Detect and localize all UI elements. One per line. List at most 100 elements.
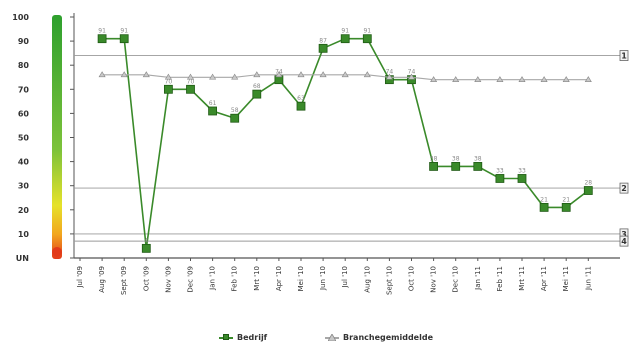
x-tick-label: Nov '10: [430, 266, 438, 293]
reference-badge: [619, 50, 629, 61]
data-point-branche: [319, 71, 327, 78]
reference-badge: [619, 235, 629, 247]
legend-item-bedrijf: Bedrijf: [219, 333, 267, 342]
data-point-branche: [253, 71, 261, 78]
x-tick-label: Oct '10: [408, 266, 416, 291]
data-label-bedrijf: 28: [584, 180, 592, 187]
data-point-bedrijf: [230, 113, 240, 123]
data-label-bedrijf: 38: [474, 155, 482, 162]
data-point-bedrijf: [362, 34, 372, 44]
data-label-bedrijf: 87: [319, 37, 327, 44]
data-point-bedrijf: [141, 243, 151, 253]
reference-label: 3: [621, 230, 627, 239]
color-scale-bottom-dot: [52, 247, 62, 257]
data-point-bedrijf: [318, 43, 328, 53]
data-point-branche: [275, 71, 283, 78]
reference-label: 4: [621, 237, 627, 246]
y-tick-label: 40: [18, 158, 30, 167]
data-label-bedrijf: 68: [253, 83, 261, 90]
data-label-bedrijf: 4: [144, 237, 148, 244]
data-point-branche: [209, 73, 217, 80]
data-point-branche: [142, 71, 150, 78]
x-tick-label: Jan '11: [474, 266, 482, 291]
data-label-bedrijf: 33: [496, 167, 504, 174]
x-tick-label: Sept '10: [385, 266, 393, 295]
y-tick-label: 20: [18, 206, 30, 215]
data-label-bedrijf: 74: [408, 69, 416, 76]
data-label-bedrijf: 58: [231, 107, 239, 114]
reference-label: 1: [621, 52, 627, 61]
x-tick-label: Apr '11: [540, 266, 548, 291]
data-label-bedrijf: 21: [562, 196, 570, 203]
x-tick-label: Mrt '11: [518, 266, 526, 291]
data-label-bedrijf: 70: [187, 78, 195, 85]
data-point-bedrijf: [252, 89, 262, 99]
data-point-branche: [231, 73, 239, 80]
y-tick-label: 30: [18, 182, 30, 191]
data-point-branche: [297, 71, 305, 78]
data-point-branche: [518, 76, 526, 82]
reference-badge: [619, 182, 629, 194]
color-scale-bar: [52, 15, 62, 259]
data-point-branche: [452, 76, 460, 82]
series-line-bedrijf: [102, 37, 589, 249]
x-tick-label: Jan '10: [209, 266, 217, 291]
data-point-branche: [407, 73, 416, 80]
data-point-bedrijf: [429, 162, 439, 171]
data-point-branche: [363, 71, 371, 78]
data-point-branche: [496, 76, 504, 82]
branche-swatch-icon: [325, 333, 339, 341]
y-tick-label: 80: [18, 61, 30, 70]
data-label-bedrijf: 38: [452, 155, 460, 162]
data-point-bedrijf: [451, 162, 461, 171]
data-point-bedrijf: [583, 186, 593, 195]
x-tick-label: Oct '09: [142, 266, 150, 291]
data-label-bedrijf: 91: [120, 28, 128, 35]
data-point-bedrijf: [186, 84, 195, 94]
x-tick-label: Mei '11: [562, 266, 570, 291]
legend-label-bedrijf: Bedrijf: [237, 333, 268, 342]
y-tick-label: 60: [18, 109, 30, 118]
data-point-bedrijf: [561, 202, 571, 212]
data-label-bedrijf: 33: [518, 167, 526, 174]
legend-label-branche: Branchegemiddelde: [343, 333, 434, 342]
legend: Bedrijf Branchegemiddelde: [0, 333, 631, 347]
y-tick-label: 10: [18, 230, 30, 239]
x-tick-label: Aug '10: [363, 266, 371, 293]
x-tick-label: Jul '10: [341, 266, 349, 289]
y-tick-label: 50: [18, 134, 30, 143]
data-label-bedrijf: 70: [165, 78, 173, 85]
x-tick-label: Feb '10: [231, 266, 239, 291]
data-point-branche: [474, 76, 482, 82]
data-label-bedrijf: 38: [430, 155, 438, 162]
x-tick-label: Mrt '10: [253, 266, 261, 291]
reference-label: 2: [621, 184, 627, 193]
data-point-branche: [186, 73, 195, 80]
data-point-bedrijf: [163, 84, 173, 94]
x-tick-label: Jun '11: [584, 266, 592, 291]
data-point-branche: [562, 76, 570, 82]
data-point-branche: [98, 71, 106, 78]
x-tick-label: Dec '10: [452, 266, 460, 293]
data-label-bedrijf: 91: [363, 28, 371, 35]
bedrijf-swatch-icon: [219, 333, 233, 340]
data-point-branche: [430, 76, 438, 82]
data-point-bedrijf: [340, 34, 350, 44]
y-tick-label: 90: [18, 37, 30, 46]
data-point-branche: [120, 71, 128, 78]
y-tick-label: 70: [18, 85, 30, 94]
data-point-bedrijf: [517, 174, 527, 183]
x-tick-label: Nov '09: [164, 266, 172, 293]
data-point-branche: [385, 73, 393, 80]
x-tick-label: Mei '10: [297, 266, 305, 291]
x-tick-label: Dec '09: [187, 266, 195, 293]
x-tick-label: Jun '10: [319, 266, 327, 291]
data-point-bedrijf: [119, 34, 129, 44]
x-tick-label: Aug '09: [98, 266, 106, 293]
data-point-branche: [164, 73, 172, 80]
data-point-bedrijf: [97, 34, 107, 44]
data-label-bedrijf: 61: [209, 100, 217, 107]
data-point-bedrijf: [208, 106, 218, 116]
data-point-bedrijf: [296, 101, 306, 111]
data-label-bedrijf: 21: [540, 196, 548, 203]
